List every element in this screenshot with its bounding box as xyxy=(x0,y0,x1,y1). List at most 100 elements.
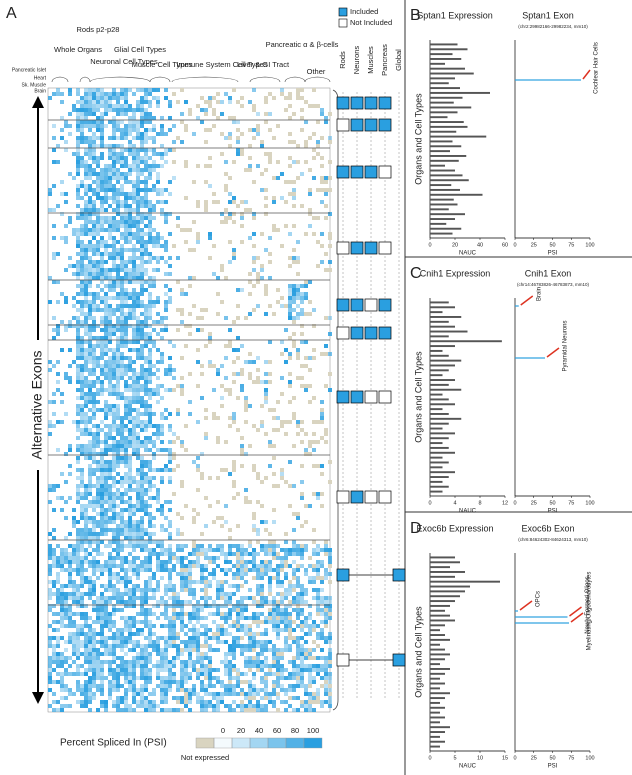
heatmap-cell xyxy=(120,300,124,304)
heatmap-cell xyxy=(100,672,104,676)
heatmap-cell xyxy=(216,628,220,632)
heatmap-cell xyxy=(84,680,88,684)
heatmap-cell xyxy=(104,200,108,204)
heatmap-cell xyxy=(260,268,264,272)
heatmap-cell xyxy=(88,708,92,712)
heatmap-cell xyxy=(136,496,140,500)
heatmap-cell xyxy=(84,140,88,144)
heatmap-cell xyxy=(168,232,172,236)
heatmap-cell xyxy=(108,628,112,632)
heatmap-cell xyxy=(148,348,152,352)
heatmap-cell xyxy=(92,584,96,588)
heatmap-cell xyxy=(316,564,320,568)
heatmap-cell xyxy=(100,264,104,268)
heatmap-cell xyxy=(120,492,124,496)
heatmap-cell xyxy=(52,668,56,672)
heatmap-cell xyxy=(120,368,124,372)
heatmap-cell xyxy=(268,700,272,704)
heatmap-cell xyxy=(104,424,108,428)
heatmap-cell xyxy=(76,476,80,480)
pattern-box xyxy=(350,390,364,404)
heatmap-cell xyxy=(320,352,324,356)
heatmap-cell xyxy=(72,600,76,604)
heatmap-cell xyxy=(88,208,92,212)
heatmap-cell xyxy=(228,616,232,620)
heatmap-cell xyxy=(92,192,96,196)
heatmap-cell xyxy=(80,444,84,448)
heatmap-cell xyxy=(152,148,156,152)
heatmap-cell xyxy=(120,444,124,448)
heatmap-cell xyxy=(172,584,176,588)
pattern-box xyxy=(336,298,350,312)
heatmap-cell xyxy=(80,336,84,340)
heatmap-cell xyxy=(244,560,248,564)
heatmap-cell xyxy=(140,220,144,224)
heatmap-cell xyxy=(240,384,244,388)
heatmap-cell xyxy=(288,632,292,636)
heatmap-cell xyxy=(188,400,192,404)
heatmap-cell xyxy=(128,232,132,236)
heatmap-cell xyxy=(56,700,60,704)
heatmap-cell xyxy=(256,540,260,544)
heatmap-cell xyxy=(112,480,116,484)
heatmap-cell xyxy=(240,624,244,628)
heatmap-cell xyxy=(256,632,260,636)
heatmap-cell xyxy=(96,120,100,124)
heatmap-cell xyxy=(80,568,84,572)
heatmap-cell xyxy=(64,624,68,628)
heatmap-cell xyxy=(92,308,96,312)
heatmap-cell xyxy=(84,248,88,252)
heatmap-cell xyxy=(240,704,244,708)
heatmap-cell xyxy=(52,160,56,164)
heatmap-cell xyxy=(236,204,240,208)
heatmap-cell xyxy=(148,584,152,588)
heatmap-cell xyxy=(48,636,52,640)
heatmap-cell xyxy=(204,616,208,620)
heatmap-cell xyxy=(320,648,324,652)
heatmap-cell xyxy=(156,376,160,380)
heatmap-cell xyxy=(308,576,312,580)
heatmap-cell xyxy=(144,392,148,396)
heatmap-cell xyxy=(328,268,332,272)
heatmap-cell xyxy=(168,288,172,292)
heatmap-cell xyxy=(132,540,136,544)
heatmap-cell xyxy=(212,568,216,572)
heatmap-cell xyxy=(112,192,116,196)
heatmap-cell xyxy=(108,680,112,684)
heatmap-cell xyxy=(296,160,300,164)
heatmap-cell xyxy=(120,460,124,464)
scale-missing xyxy=(195,737,215,749)
heatmap-cell xyxy=(212,364,216,368)
heatmap-cell xyxy=(116,124,120,128)
heatmap-cell xyxy=(172,452,176,456)
heatmap-cell xyxy=(80,548,84,552)
heatmap-cell xyxy=(120,632,124,636)
heatmap-cell xyxy=(140,460,144,464)
heatmap-cell xyxy=(232,200,236,204)
heatmap-cell xyxy=(152,484,156,488)
heatmap-cell xyxy=(176,684,180,688)
heatmap-cell xyxy=(276,556,280,560)
heatmap-cell xyxy=(128,428,132,432)
heatmap-cell xyxy=(100,128,104,132)
heatmap-cell xyxy=(140,292,144,296)
heatmap-cell xyxy=(108,176,112,180)
heatmap-cell xyxy=(164,260,168,264)
heatmap-cell xyxy=(88,284,92,288)
heatmap-cell xyxy=(132,680,136,684)
heatmap-cell xyxy=(308,452,312,456)
heatmap-cell xyxy=(264,288,268,292)
heatmap-cell xyxy=(60,212,64,216)
heatmap-cell xyxy=(252,684,256,688)
heatmap-cell xyxy=(116,680,120,684)
heatmap-cell xyxy=(124,580,128,584)
heatmap-cell xyxy=(144,332,148,336)
heatmap-cell xyxy=(164,464,168,468)
heatmap-cell xyxy=(56,144,60,148)
heatmap-cell xyxy=(232,480,236,484)
heatmap-cell xyxy=(136,136,140,140)
heatmap-cell xyxy=(292,676,296,680)
heatmap-cell xyxy=(52,412,56,416)
heatmap-cell xyxy=(316,588,320,592)
heatmap-cell xyxy=(56,600,60,604)
